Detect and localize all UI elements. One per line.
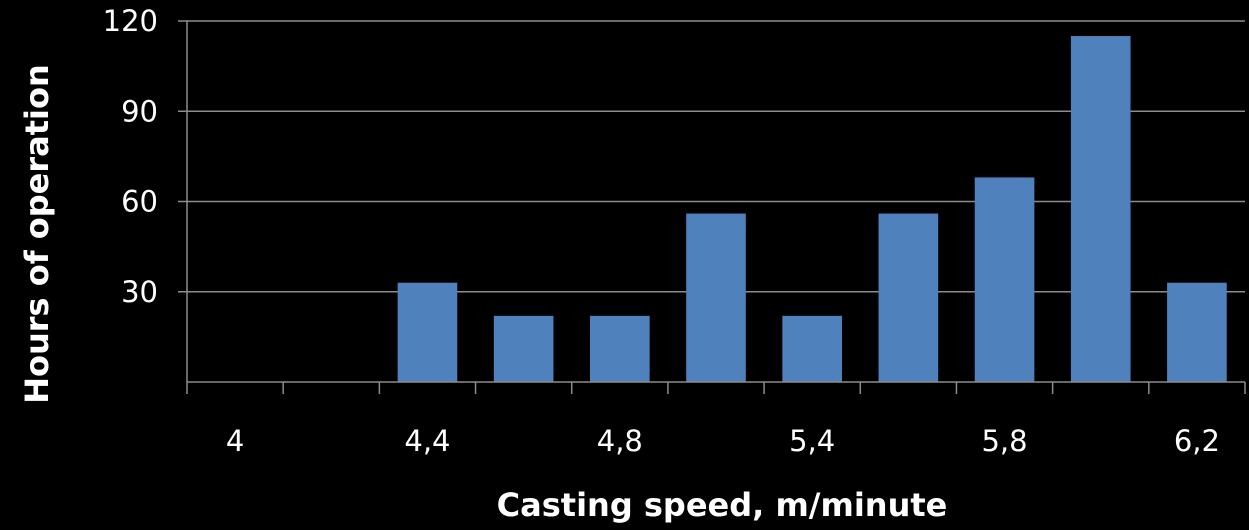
x-tick-label: 4,8	[597, 424, 643, 458]
bar-5,8	[974, 177, 1035, 382]
x-tick-label: 5,4	[789, 424, 835, 458]
bar-6	[1070, 36, 1131, 383]
x-axis-title: Casting speed, m/minute	[497, 486, 948, 524]
y-tick-label: 30	[121, 275, 158, 309]
y-tick-label: 60	[121, 185, 158, 219]
x-tick-labels: 4 4,4 4,8 5,4 5,8 6,2	[226, 424, 1220, 458]
bar-6,2	[1167, 282, 1227, 382]
y-tick-labels: 30 60 90 120	[103, 4, 158, 309]
axes	[178, 20, 1246, 394]
x-tick-label: 4	[226, 424, 244, 458]
y-tick-label: 90	[121, 94, 158, 128]
y-axis-title: Hours of operation	[18, 64, 56, 404]
bar-4,4	[397, 282, 458, 382]
bar-5,6	[878, 213, 939, 382]
bar-5,2	[686, 213, 746, 382]
x-tick-label: 6,2	[1174, 424, 1220, 458]
bar-5,4	[782, 315, 842, 382]
x-tick-label: 4,4	[404, 424, 450, 458]
y-tick-label: 120	[103, 4, 158, 38]
x-tick-label: 5,8	[981, 424, 1027, 458]
bars	[397, 36, 1227, 383]
bar-4,8	[590, 315, 650, 382]
bar-4,6	[493, 315, 554, 382]
